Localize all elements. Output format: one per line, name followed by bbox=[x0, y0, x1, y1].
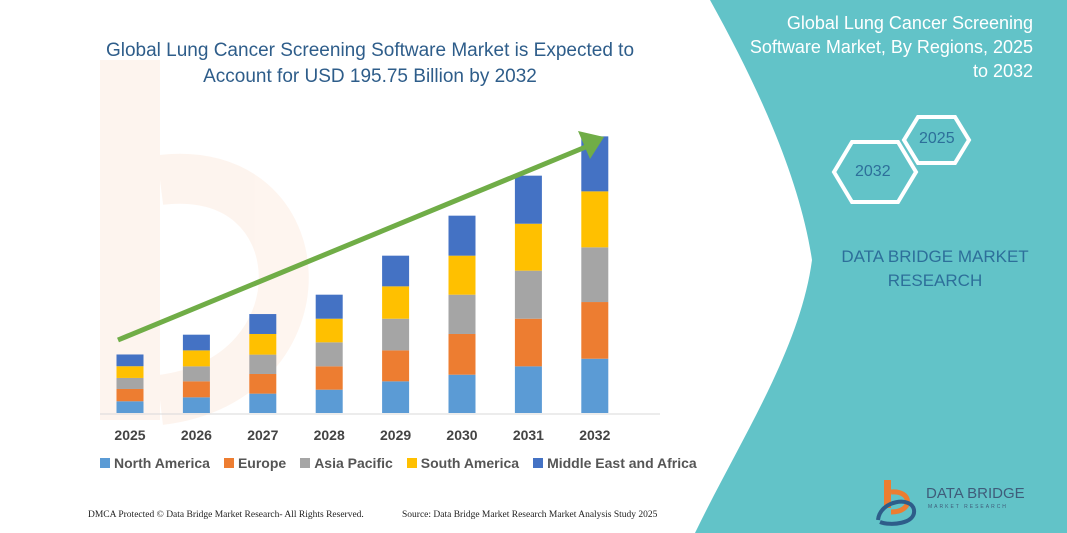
bar-segment-2026-north-america bbox=[182, 397, 210, 413]
legend-label: South America bbox=[420, 455, 520, 471]
x-tick-label: 2031 bbox=[513, 427, 544, 443]
legend-swatch bbox=[223, 458, 234, 468]
trend-arrow bbox=[117, 131, 604, 343]
x-tick-label: 2025 bbox=[114, 427, 145, 443]
legend-swatch bbox=[100, 458, 110, 468]
bar-segment-2026-south-america bbox=[182, 350, 210, 367]
x-tick-label: 2027 bbox=[247, 427, 278, 443]
bar-segment-2028-middle-east-and-africa bbox=[315, 294, 343, 319]
bar-segment-2029-north-america bbox=[382, 381, 410, 413]
bar-segment-2030-middle-east-and-africa bbox=[448, 215, 476, 256]
bar-segment-2027-asia-pacific bbox=[249, 354, 277, 374]
bar-segment-2031-asia-pacific bbox=[514, 270, 542, 319]
chart-title: Global Lung Cancer Screening Software Ma… bbox=[105, 40, 635, 87]
legend-item-asia-pacific: Asia Pacific bbox=[300, 455, 393, 471]
bar-segment-2027-north-america bbox=[249, 393, 277, 413]
legend-label: North America bbox=[114, 455, 210, 471]
legend-item-middle-east-africa: Middle East and Africa bbox=[533, 455, 697, 471]
bar-segment-2028-south-america bbox=[315, 318, 343, 343]
bar-segment-2025-south-america bbox=[116, 366, 144, 378]
legend-swatch bbox=[300, 458, 311, 468]
legend-item-south-america: South America bbox=[406, 455, 520, 471]
bar-segment-2026-asia-pacific bbox=[182, 366, 210, 382]
legend-label: Asia Pacific bbox=[314, 455, 393, 471]
x-tick-label: 2028 bbox=[314, 427, 345, 443]
bar-segment-2029-europe bbox=[382, 350, 410, 382]
bar-segment-2031-north-america bbox=[514, 366, 542, 413]
copyright-text: DMCA Protected © Data Bridge Market Rese… bbox=[88, 510, 364, 520]
bar-segment-2030-asia-pacific bbox=[448, 294, 476, 334]
bar-segment-2031-middle-east-and-africa bbox=[514, 175, 542, 224]
bar-segment-2032-south-america bbox=[581, 191, 609, 248]
bar-segment-2028-asia-pacific bbox=[315, 342, 343, 367]
legend-label: Middle East and Africa bbox=[547, 455, 697, 471]
bar-segment-2025-middle-east-and-africa bbox=[116, 354, 144, 367]
side-panel-background bbox=[695, 0, 1067, 533]
legend-label: Europe bbox=[237, 455, 287, 471]
logo-text: DATA BRIDGE bbox=[926, 485, 1025, 502]
x-tick-label: 2030 bbox=[446, 427, 477, 443]
trend-arrow-head bbox=[578, 131, 604, 159]
logo-icon bbox=[876, 480, 916, 526]
bar-segment-2030-europe bbox=[448, 333, 476, 375]
watermark-logo bbox=[100, 60, 309, 425]
hexagon-2025-label: 2025 bbox=[919, 130, 955, 147]
bar-segment-2027-europe bbox=[249, 373, 277, 394]
logo-subtext: MARKET RESEARCH bbox=[928, 504, 1008, 510]
bar-segment-2032-europe bbox=[581, 302, 609, 359]
bar-segment-2026-middle-east-and-africa bbox=[182, 334, 210, 351]
trend-arrow-shaft bbox=[117, 143, 589, 343]
legend-item-north-america: North America bbox=[100, 455, 210, 471]
x-tick-label: 2032 bbox=[579, 427, 610, 443]
x-tick-label: 2026 bbox=[181, 427, 212, 443]
brand-text: DATA BRIDGE MARKET RESEARCH bbox=[841, 247, 1029, 290]
bar-segment-2030-south-america bbox=[448, 255, 476, 295]
legend-item-europe: Europe bbox=[223, 455, 287, 471]
bar-segment-2032-asia-pacific bbox=[581, 247, 609, 303]
hexagon-2032-label: 2032 bbox=[855, 163, 891, 180]
legend-swatch bbox=[406, 458, 417, 468]
bar-segment-2025-asia-pacific bbox=[116, 377, 144, 389]
bar-segment-2029-asia-pacific bbox=[382, 318, 410, 351]
bar-segment-2030-north-america bbox=[448, 374, 476, 413]
bar-segment-2029-south-america bbox=[382, 286, 410, 319]
bar-segment-2029-middle-east-and-africa bbox=[382, 255, 410, 287]
side-panel-title: Global Lung Cancer Screening Software Ma… bbox=[749, 13, 1033, 81]
hexagon-2025 bbox=[901, 115, 972, 165]
legend-swatch bbox=[533, 458, 544, 468]
bar-segment-2025-north-america bbox=[116, 401, 144, 413]
bar-segment-2028-europe bbox=[315, 366, 343, 390]
bar-segment-2031-europe bbox=[514, 318, 542, 367]
bar-segment-2025-europe bbox=[116, 388, 144, 402]
x-tick-label: 2029 bbox=[380, 427, 411, 443]
source-text: Source: Data Bridge Market Research Mark… bbox=[402, 510, 658, 520]
bar-segment-2028-north-america bbox=[315, 389, 343, 413]
hexagon-2032 bbox=[831, 140, 919, 204]
bar-segment-2027-south-america bbox=[249, 333, 277, 355]
bar-segment-2027-middle-east-and-africa bbox=[249, 314, 277, 334]
legend: North America Europe Asia Pacific South … bbox=[100, 455, 697, 471]
bar-segment-2026-europe bbox=[182, 381, 210, 398]
bar-segment-2031-south-america bbox=[514, 223, 542, 271]
bar-segment-2032-north-america bbox=[581, 358, 609, 413]
